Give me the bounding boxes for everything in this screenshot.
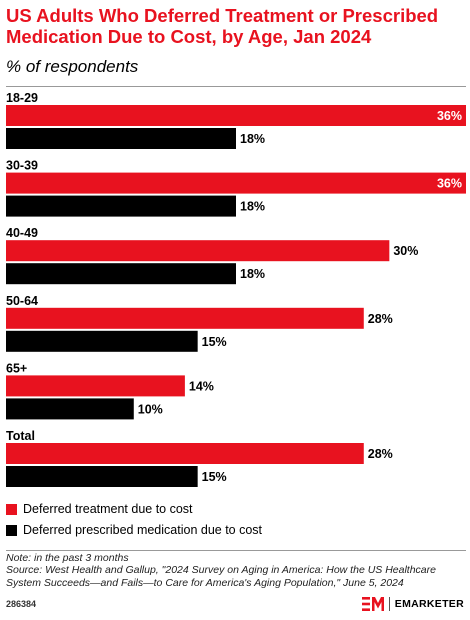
bar-medication-18-29 (6, 128, 236, 149)
bar-medication-30-39 (6, 195, 236, 217)
data-label-medication-18-29: 18% (240, 132, 265, 146)
legend-swatch-treatment (6, 503, 17, 515)
emarketer-logo: EMARKETER (361, 596, 464, 612)
data-label-treatment-40-49: 30% (393, 244, 418, 258)
data-label-treatment-18-29: 36% (437, 109, 462, 123)
bar-treatment-18-29 (6, 105, 466, 126)
category-label-total: Total (6, 429, 35, 443)
bar-treatment-65- (6, 375, 185, 397)
bar-medication-40-49 (6, 263, 236, 285)
data-label-treatment-total: 28% (368, 447, 393, 461)
data-label-medication-50-64: 15% (202, 335, 227, 349)
category-label-30-39: 30-39 (6, 159, 38, 173)
bar-treatment-30-39 (6, 172, 466, 194)
category-label-65-: 65+ (6, 361, 27, 375)
footer-divider (6, 550, 466, 551)
bar-treatment-50-64 (6, 307, 364, 329)
source-citation: Source: West Health and Gallup, "2024 Su… (6, 564, 436, 589)
data-label-medication-65-: 10% (138, 402, 163, 416)
data-label-medication-30-39: 18% (240, 200, 265, 214)
bar-medication-50-64 (6, 330, 198, 352)
category-label-18-29: 18-29 (6, 91, 38, 105)
data-label-treatment-30-39: 36% (437, 177, 462, 191)
category-label-40-49: 40-49 (6, 226, 38, 240)
footnote: Note: in the past 3 months (6, 552, 129, 564)
chart-subtitle: % of respondents (6, 57, 139, 76)
legend-swatch-medication (6, 524, 17, 536)
legend-label-medication: Deferred prescribed medication due to co… (23, 523, 263, 537)
data-label-medication-40-49: 18% (240, 267, 265, 281)
category-label-50-64: 50-64 (6, 294, 38, 308)
bar-medication-65- (6, 398, 134, 420)
title-divider (6, 86, 466, 87)
chart-id: 286384 (6, 599, 37, 609)
legend-item-treatment: Deferred treatment due to cost (6, 500, 193, 518)
legend-item-medication: Deferred prescribed medication due to co… (6, 521, 262, 539)
chart-title: US Adults Who Deferred Treatment or Pres… (6, 5, 439, 47)
legend-label-treatment: Deferred treatment due to cost (23, 502, 193, 516)
data-label-medication-total: 15% (202, 470, 227, 484)
bar-treatment-total (6, 443, 364, 464)
brand-divider (388, 597, 390, 611)
bar-chart: 18-29 36% 18% 30-39 36% 18% 40-49 30% 18% 50-64 28… (6, 91, 466, 487)
data-label-treatment-65-: 14% (189, 379, 214, 393)
data-label-treatment-50-64: 28% (368, 312, 393, 326)
bar-treatment-40-49 (6, 240, 390, 262)
bar-medication-total (6, 466, 198, 487)
brand-name: EMARKETER (394, 598, 464, 610)
em-logo-icon (361, 597, 384, 611)
